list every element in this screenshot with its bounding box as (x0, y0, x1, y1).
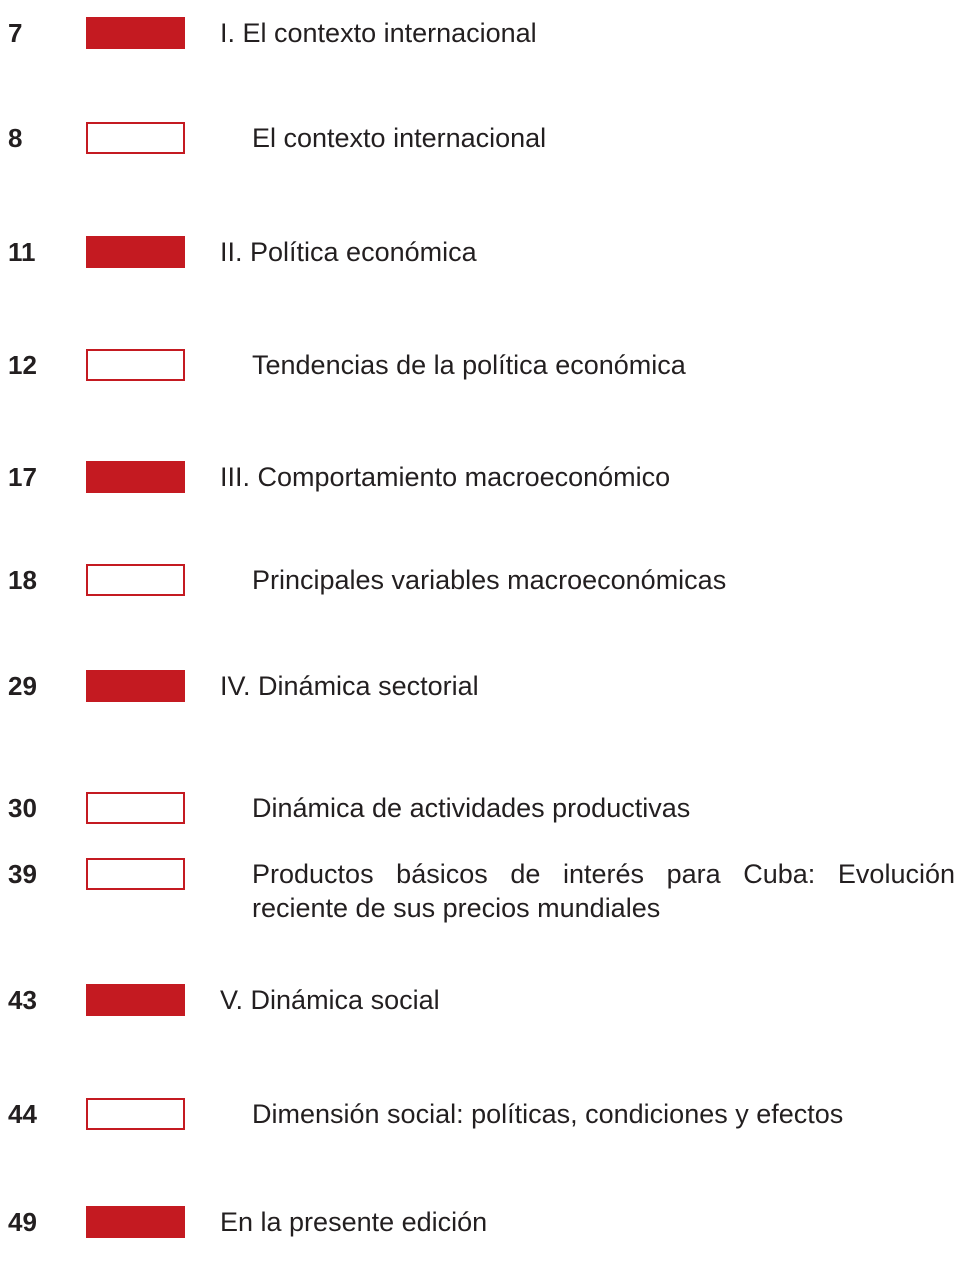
entry-title: Dimensión social: políticas, condiciones… (252, 1099, 844, 1129)
section-marker (86, 1206, 185, 1238)
page-number: 44 (8, 1099, 37, 1129)
entry-title: Dinámica de actividades productivas (252, 793, 691, 823)
page-number: 11 (8, 237, 36, 267)
subsection-marker (86, 349, 185, 381)
section-marker (86, 17, 185, 49)
entry-title: IV. Dinámica sectorial (220, 671, 479, 701)
page-number: 17 (8, 462, 37, 492)
entry-title: Tendencias de la política económica (252, 350, 686, 380)
page-number: 12 (8, 350, 37, 380)
section-marker (86, 236, 185, 268)
page-number: 8 (8, 123, 23, 153)
subsection-marker (86, 122, 185, 154)
subsection-marker (86, 858, 185, 890)
entry-title: I. El contexto internacional (220, 18, 537, 48)
subsection-marker (86, 792, 185, 824)
page-number: 7 (8, 18, 23, 48)
entry-title: En la presente edición (220, 1207, 488, 1237)
section-marker (86, 670, 185, 702)
entry-title: II. Política económica (220, 237, 477, 267)
subsection-marker (86, 1098, 185, 1130)
entry-title: El contexto internacional (252, 123, 547, 153)
section-marker (86, 984, 185, 1016)
page-number: 18 (8, 565, 37, 595)
page-number: 49 (8, 1207, 37, 1237)
page-number: 30 (8, 793, 37, 823)
entry-title: III. Comportamiento macroeconómico (220, 462, 671, 492)
section-marker (86, 461, 185, 493)
entry-title: Principales variables macroeconómicas (252, 565, 727, 595)
entry-title: Productos básicos de interés para Cuba: … (252, 859, 955, 923)
subsection-marker (86, 564, 185, 596)
entry-title: V. Dinámica social (220, 985, 440, 1015)
page-number: 29 (8, 671, 37, 701)
page-number: 43 (8, 985, 37, 1015)
page-number: 39 (8, 859, 37, 889)
